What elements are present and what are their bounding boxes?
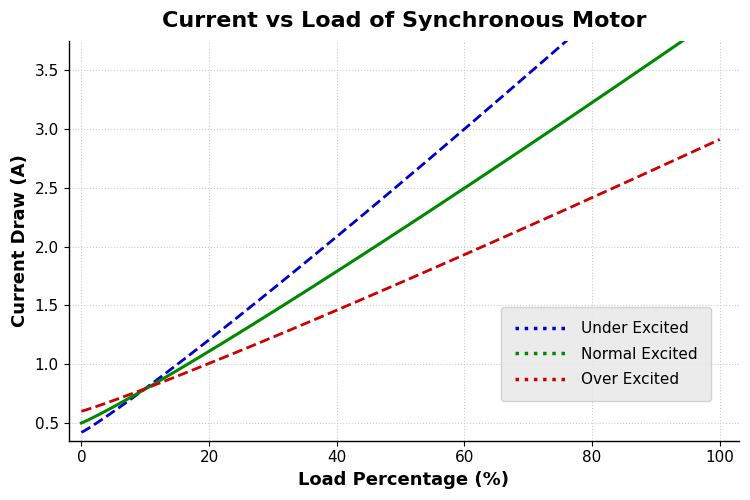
Title: Current vs Load of Synchronous Motor: Current vs Load of Synchronous Motor — [161, 11, 646, 31]
X-axis label: Load Percentage (%): Load Percentage (%) — [298, 471, 509, 489]
Y-axis label: Current Draw (A): Current Draw (A) — [11, 154, 29, 327]
Legend: Under Excited, Normal Excited, Over Excited: Under Excited, Normal Excited, Over Exci… — [501, 307, 711, 401]
